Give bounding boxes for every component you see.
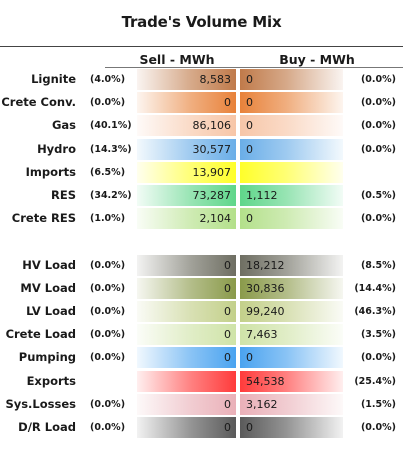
sell-percent — [90, 371, 134, 392]
table-row-d-r-load: D/R Load (0.0%) 0 0 (0.0%) — [0, 417, 403, 438]
buy-percent: (46.3%) — [354, 306, 396, 317]
row-label: Crete Load — [5, 327, 76, 341]
table-row-pumping: Pumping (0.0%) 0 0 (0.0%) — [0, 347, 403, 368]
sell-percent: (0.0%) — [90, 352, 126, 363]
sell-value-cell: 0 — [137, 394, 236, 415]
buy-value-cell: 7,463 — [240, 324, 343, 345]
row-label: Sys.Losses — [5, 397, 76, 411]
buy-value-cell: 54,538 — [240, 371, 343, 392]
buy-percent: (0.0%) — [360, 144, 396, 155]
row-label: LV Load — [26, 304, 76, 318]
table-row-sys-losses: Sys.Losses (0.0%) 0 3,162 (1.5%) — [0, 394, 403, 415]
sell-value-cell: 8,583 — [137, 69, 236, 90]
row-label: Exports — [26, 374, 76, 388]
buy-value-cell: 0 — [240, 115, 343, 136]
buy-percent: (0.0%) — [360, 422, 396, 433]
buy-value-cell: 30,836 — [240, 278, 343, 299]
sell-value-cell: 73,287 — [137, 185, 236, 206]
buy-column-header: Buy - MWh — [279, 52, 355, 67]
row-label: MV Load — [20, 281, 76, 295]
buy-value-cell: 0 — [240, 92, 343, 113]
buy-value-cell: 0 — [240, 139, 343, 160]
table-row-crete-conv: Crete Conv. (0.0%) 0 0 (0.0%) — [0, 92, 403, 113]
table-row-lignite: Lignite (4.0%) 8,583 0 (0.0%) — [0, 69, 403, 90]
buy-value-cell: 0 — [240, 347, 343, 368]
table-row-exports: Exports 54,538 (25.4%) — [0, 371, 403, 392]
title-divider — [0, 46, 403, 47]
sell-value-cell: 0 — [137, 324, 236, 345]
table-row-gas: Gas (40.1%) 86,106 0 (0.0%) — [0, 115, 403, 136]
sell-value-cell: 13,907 — [137, 162, 236, 183]
buy-percent — [344, 162, 400, 183]
column-divider — [237, 69, 239, 440]
row-label: Imports — [25, 165, 76, 179]
table-row-spacer — [0, 231, 403, 252]
buy-value-cell: 0 — [240, 208, 343, 229]
sell-percent: (4.0%) — [90, 74, 126, 85]
sell-column-header: Sell - MWh — [139, 52, 215, 67]
buy-percent: (14.4%) — [354, 283, 396, 294]
sell-percent: (1.0%) — [90, 213, 126, 224]
sell-value-cell: 30,577 — [137, 139, 236, 160]
row-label: Pumping — [18, 350, 76, 364]
buy-value-cell — [240, 162, 343, 183]
sell-percent: (0.0%) — [90, 329, 126, 340]
chart-title: Trade's Volume Mix — [121, 13, 282, 31]
table-row-res: RES (34.2%) 73,287 1,112 (0.5%) — [0, 185, 403, 206]
sell-percent: (0.0%) — [90, 283, 126, 294]
sell-percent: (14.3%) — [90, 144, 132, 155]
sell-percent: (0.0%) — [90, 260, 126, 271]
sell-percent: (40.1%) — [90, 120, 132, 131]
row-label: HV Load — [22, 258, 76, 272]
sell-value-cell: 86,106 — [137, 115, 236, 136]
buy-value-cell: 3,162 — [240, 394, 343, 415]
header-divider — [105, 67, 403, 68]
table-row-hydro: Hydro (14.3%) 30,577 0 (0.0%) — [0, 139, 403, 160]
sell-percent: (0.0%) — [90, 399, 126, 410]
row-label: D/R Load — [18, 420, 76, 434]
sell-value-cell: 0 — [137, 301, 236, 322]
sell-percent: (0.0%) — [90, 306, 126, 317]
table-row-crete-res: Crete RES (1.0%) 2,104 0 (0.0%) — [0, 208, 403, 229]
buy-percent: (0.5%) — [360, 190, 396, 201]
buy-value-cell: 99,240 — [240, 301, 343, 322]
buy-value-cell: 0 — [240, 417, 343, 438]
sell-percent: (0.0%) — [90, 422, 126, 433]
row-label: Crete Conv. — [1, 95, 76, 109]
buy-percent: (0.0%) — [360, 74, 396, 85]
table-row-mv-load: MV Load (0.0%) 0 30,836 (14.4%) — [0, 278, 403, 299]
table-row-imports: Imports (6.5%) 13,907 — [0, 162, 403, 183]
sell-percent: (6.5%) — [90, 167, 126, 178]
buy-percent: (25.4%) — [354, 376, 396, 387]
sell-value-cell: 0 — [137, 255, 236, 276]
sell-percent: (34.2%) — [90, 190, 132, 201]
sell-value-cell: 2,104 — [137, 208, 236, 229]
sell-value-cell — [137, 371, 236, 392]
table-row-lv-load: LV Load (0.0%) 0 99,240 (46.3%) — [0, 301, 403, 322]
buy-percent: (0.0%) — [360, 120, 396, 131]
row-label: Hydro — [37, 142, 76, 156]
buy-value-cell: 18,212 — [240, 255, 343, 276]
buy-percent: (8.5%) — [360, 260, 396, 271]
buy-percent: (0.0%) — [360, 352, 396, 363]
table-row-hv-load: HV Load (0.0%) 0 18,212 (8.5%) — [0, 255, 403, 276]
buy-percent: (0.0%) — [360, 213, 396, 224]
buy-percent: (0.0%) — [360, 97, 396, 108]
row-label: Gas — [51, 118, 76, 132]
row-label: Lignite — [31, 72, 76, 86]
buy-percent: (1.5%) — [360, 399, 396, 410]
sell-percent: (0.0%) — [90, 97, 126, 108]
sell-value-cell: 0 — [137, 347, 236, 368]
sell-value-cell: 0 — [137, 278, 236, 299]
sell-value-cell: 0 — [137, 417, 236, 438]
buy-value-cell: 0 — [240, 69, 343, 90]
row-label: Crete RES — [11, 211, 76, 225]
table-row-crete-load: Crete Load (0.0%) 0 7,463 (3.5%) — [0, 324, 403, 345]
buy-value-cell: 1,112 — [240, 185, 343, 206]
buy-percent: (3.5%) — [360, 329, 396, 340]
sell-value-cell: 0 — [137, 92, 236, 113]
row-label: RES — [51, 188, 76, 202]
